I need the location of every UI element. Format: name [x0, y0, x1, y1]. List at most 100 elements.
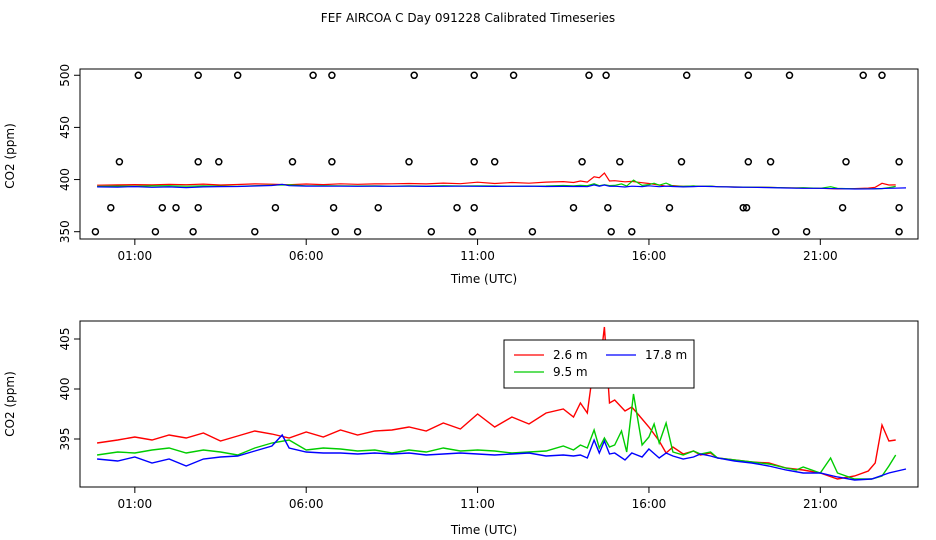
calibration-point	[427, 227, 436, 236]
top-y-tick-label: 400	[58, 168, 72, 191]
calibration-point	[470, 71, 478, 80]
calibration-point	[233, 71, 242, 80]
top-plot-frame	[79, 68, 919, 240]
calibration-point	[410, 71, 418, 80]
calibration-point	[215, 158, 223, 166]
bottom-plot-frame	[79, 320, 919, 488]
top-y-tick-label: 450	[58, 116, 72, 139]
legend-box	[503, 339, 695, 389]
calibration-point	[107, 203, 115, 212]
top-x-tick-label: 21:00	[803, 249, 838, 263]
bottom-series-9-5m	[96, 393, 897, 480]
bottom-x-tick-label: 01:00	[118, 497, 153, 511]
chart-title: FEF AIRCOA C Day 091228 Calibrated Times…	[321, 11, 615, 25]
calibration-point	[453, 203, 461, 212]
bottom-series-2-6m	[96, 326, 896, 480]
top-x-tick-label: 06:00	[289, 249, 324, 263]
calibration-point	[578, 158, 586, 166]
calibration-point	[134, 71, 143, 80]
calibration-point	[271, 203, 280, 212]
calibration-point	[509, 71, 518, 80]
calibration-point	[895, 227, 903, 236]
calibration-point	[785, 71, 794, 80]
bottom-y-tick-label: 405	[58, 328, 72, 351]
calibration-point	[895, 203, 903, 212]
calibration-point	[528, 227, 537, 236]
calibration-point	[490, 158, 499, 166]
bottom-y-axis: 395 400 405	[58, 328, 80, 451]
bottom-x-axis-label: Time (UTC)	[450, 523, 517, 537]
calibration-point	[604, 203, 612, 212]
top-series-17-8m	[97, 183, 907, 190]
calibration-point	[172, 203, 180, 212]
top-y-tick-label: 350	[58, 220, 72, 243]
calibration-point	[607, 227, 615, 236]
calibration-point	[602, 71, 610, 80]
calibration-point	[158, 203, 167, 212]
calibration-point	[194, 71, 202, 80]
legend-label-17-8m: 17.8 m	[645, 348, 687, 362]
calibration-point	[151, 227, 160, 236]
bottom-series-lines	[96, 326, 907, 481]
calibration-point	[468, 227, 477, 236]
bottom-series-17-8m	[97, 433, 907, 481]
bottom-x-tick-label: 11:00	[460, 497, 495, 511]
calibration-point	[802, 227, 811, 236]
calibration-point	[374, 203, 382, 212]
calibration-point	[739, 203, 747, 212]
legend: 2.6 m 17.8 m 9.5 m	[503, 339, 695, 389]
calibration-point	[878, 71, 886, 80]
calibration-point	[91, 227, 100, 236]
calibration-point	[328, 158, 336, 166]
calibration-point	[328, 71, 336, 80]
calibration-point	[569, 203, 578, 212]
calibration-point	[838, 203, 847, 212]
top-y-tick-label: 500	[58, 64, 72, 87]
bottom-panel: 01:00 06:00 11:00 16:00 21:00 395 400 405 Time…	[3, 320, 919, 537]
bottom-x-tick-label: 16:00	[632, 497, 667, 511]
calibration-point	[251, 227, 259, 236]
calibration-point	[859, 71, 867, 80]
calibration-point	[628, 227, 636, 236]
top-x-axis-label: Time (UTC)	[450, 272, 517, 286]
calibration-point	[194, 158, 202, 166]
top-y-axis-label: CO2 (ppm)	[3, 123, 17, 189]
bottom-x-tick-label: 06:00	[289, 497, 324, 511]
legend-label-2-6m: 2.6 m	[553, 348, 588, 362]
top-y-axis: 350 400 450 500	[58, 64, 80, 243]
calibration-point	[309, 71, 317, 80]
calibration-point	[742, 203, 751, 212]
calibration-point	[353, 227, 362, 236]
calibration-point	[470, 203, 478, 212]
calibration-point	[682, 71, 691, 80]
calibration-point	[329, 203, 338, 212]
bottom-y-axis-label: CO2 (ppm)	[3, 371, 17, 437]
calibration-point	[288, 158, 297, 166]
top-panel: 01:00 06:00 11:00 16:00 21:00 350 400 450 500 T…	[3, 64, 919, 286]
top-x-axis: 01:00 06:00 11:00 16:00 21:00	[118, 239, 838, 263]
top-series-lines	[97, 172, 907, 190]
calibration-point	[115, 158, 124, 166]
top-calibration-points	[91, 71, 903, 236]
calibration-point	[895, 158, 903, 166]
calibration-point	[616, 158, 624, 166]
calibration-point	[331, 227, 340, 236]
bottom-x-tick-label: 21:00	[803, 497, 838, 511]
top-x-tick-label: 01:00	[118, 249, 153, 263]
calibration-point	[470, 158, 478, 166]
calibration-point	[677, 158, 686, 166]
calibration-point	[766, 158, 775, 166]
calibration-point	[744, 158, 753, 166]
calibration-point	[405, 158, 413, 166]
calibration-point	[772, 227, 780, 236]
bottom-y-tick-label: 400	[58, 378, 72, 401]
bottom-x-axis: 01:00 06:00 11:00 16:00 21:00	[118, 487, 838, 511]
bottom-y-tick-label: 395	[58, 428, 72, 451]
calibration-point	[665, 203, 674, 212]
calibration-point	[842, 158, 850, 166]
calibration-point	[189, 227, 197, 236]
calibration-point	[585, 71, 593, 80]
top-x-tick-label: 11:00	[460, 249, 495, 263]
calibration-point	[194, 203, 202, 212]
